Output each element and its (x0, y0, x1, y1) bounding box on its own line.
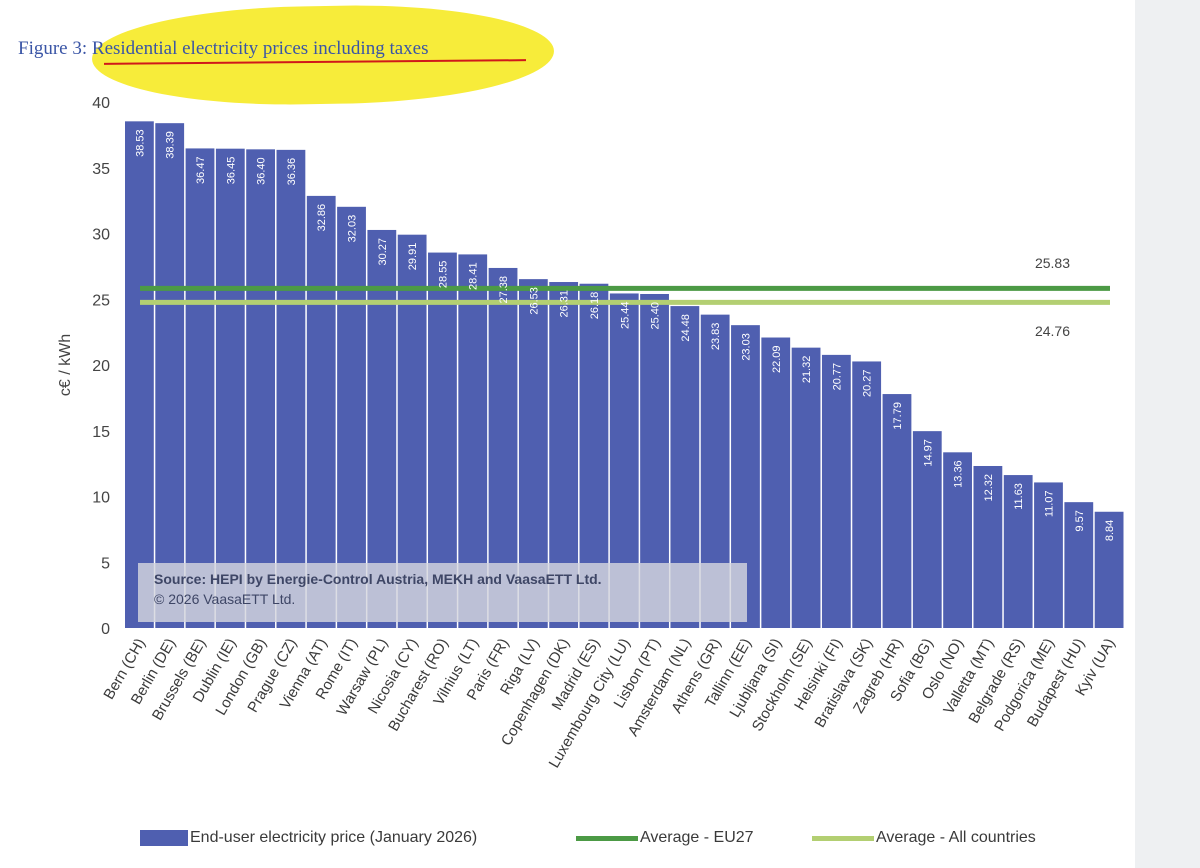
bar-value-label: 24.48 (680, 314, 692, 342)
y-tick-label: 40 (92, 95, 110, 112)
bar-value-label: 32.86 (316, 204, 328, 232)
bar-value-label: 29.91 (407, 243, 419, 271)
bar-value-label: 26.53 (528, 287, 540, 315)
bar (246, 149, 276, 628)
all-countries-average-label: 24.76 (1035, 323, 1070, 339)
bar-value-label: 17.79 (892, 402, 904, 430)
bar (1034, 482, 1063, 628)
legend-bar-swatch (140, 830, 188, 846)
bar-value-label: 26.31 (559, 290, 571, 318)
chart-legend: End-user electricity price (January 2026… (0, 829, 1200, 853)
bar-value-label: 36.47 (195, 156, 207, 184)
bar (852, 361, 882, 628)
bar-value-label: 32.03 (347, 215, 359, 243)
bar-value-label: 25.44 (619, 301, 631, 329)
legend-line-swatch-all (812, 835, 874, 841)
bar (125, 121, 154, 628)
eu27-average-label: 25.83 (1035, 255, 1070, 271)
y-axis-label: c€ / kWh (57, 334, 74, 396)
legend-label-all: Average - All countries (876, 829, 1036, 846)
y-tick-label: 10 (92, 490, 110, 507)
bar-value-label: 20.27 (862, 369, 874, 397)
y-tick-label: 30 (92, 227, 110, 244)
bar-value-label: 36.45 (225, 157, 237, 185)
legend-item-all: Average - All countries (812, 829, 1036, 847)
bar (973, 465, 1003, 628)
source-box: Source: HEPI by Energie-Control Austria,… (138, 563, 747, 622)
bar-value-label: 22.09 (771, 346, 783, 374)
bar-value-label: 38.39 (165, 131, 177, 159)
bar-value-label: 30.27 (377, 238, 389, 266)
bar-value-label: 8.84 (1104, 520, 1116, 541)
bar (912, 431, 942, 628)
bar (215, 148, 245, 628)
bar-value-label: 23.03 (740, 333, 752, 361)
bar-value-label: 25.40 (650, 302, 662, 330)
bar-value-label: 9.57 (1074, 510, 1086, 531)
bar-value-label: 11.63 (1013, 483, 1025, 510)
bar (882, 394, 912, 628)
figure-label: Figure 3: (18, 38, 88, 59)
bar (821, 354, 851, 628)
bar (367, 229, 397, 628)
legend-label-eu27: Average - EU27 (640, 829, 754, 846)
y-tick-label: 35 (92, 161, 110, 178)
bar (943, 452, 972, 628)
legend-label-price: End-user electricity price (January 2026… (190, 829, 478, 846)
bar-value-label: 27.38 (498, 276, 510, 304)
legend-item-price: End-user electricity price (January 2026… (140, 829, 477, 847)
copyright-text: © 2026 VaasaETT Ltd. (154, 591, 296, 607)
bar-value-label: 26.18 (589, 292, 601, 320)
bar (1064, 502, 1094, 628)
bar (1094, 511, 1124, 628)
bar (337, 206, 366, 629)
bar-value-label: 11.07 (1043, 490, 1055, 517)
bar-value-label: 14.97 (922, 439, 934, 467)
bar-value-label: 38.53 (134, 129, 146, 157)
figure-title: Figure 3: Residential electricity prices… (18, 38, 429, 60)
bar (276, 149, 306, 628)
bar-value-label: 36.40 (256, 157, 268, 185)
y-tick-label: 5 (101, 555, 110, 572)
y-tick-label: 20 (92, 358, 110, 375)
y-tick-label: 0 (101, 621, 110, 638)
bar (155, 123, 185, 628)
bar-value-label: 13.36 (953, 460, 965, 488)
bar-value-label: 23.83 (710, 323, 722, 351)
bar-value-label: 28.55 (437, 261, 449, 289)
bar (1003, 475, 1033, 628)
bar (791, 347, 821, 628)
bar (761, 337, 791, 628)
bar (306, 195, 336, 629)
bar-value-label: 12.32 (983, 474, 995, 502)
bar-value-label: 21.32 (801, 356, 813, 384)
legend-item-eu27: Average - EU27 (576, 829, 754, 847)
bar-value-label: 36.36 (286, 158, 298, 186)
source-text: Source: HEPI by Energie-Control Austria,… (154, 571, 602, 587)
legend-line-swatch-eu27 (576, 835, 638, 841)
bar (185, 148, 215, 628)
y-tick-label: 25 (92, 292, 110, 309)
y-tick-label: 15 (92, 424, 110, 441)
bar-value-label: 28.41 (468, 262, 480, 290)
figure-title-text: Residential electricity prices including… (91, 38, 429, 59)
bar-value-label: 20.77 (831, 363, 843, 391)
page-edge-shade (1135, 0, 1200, 868)
